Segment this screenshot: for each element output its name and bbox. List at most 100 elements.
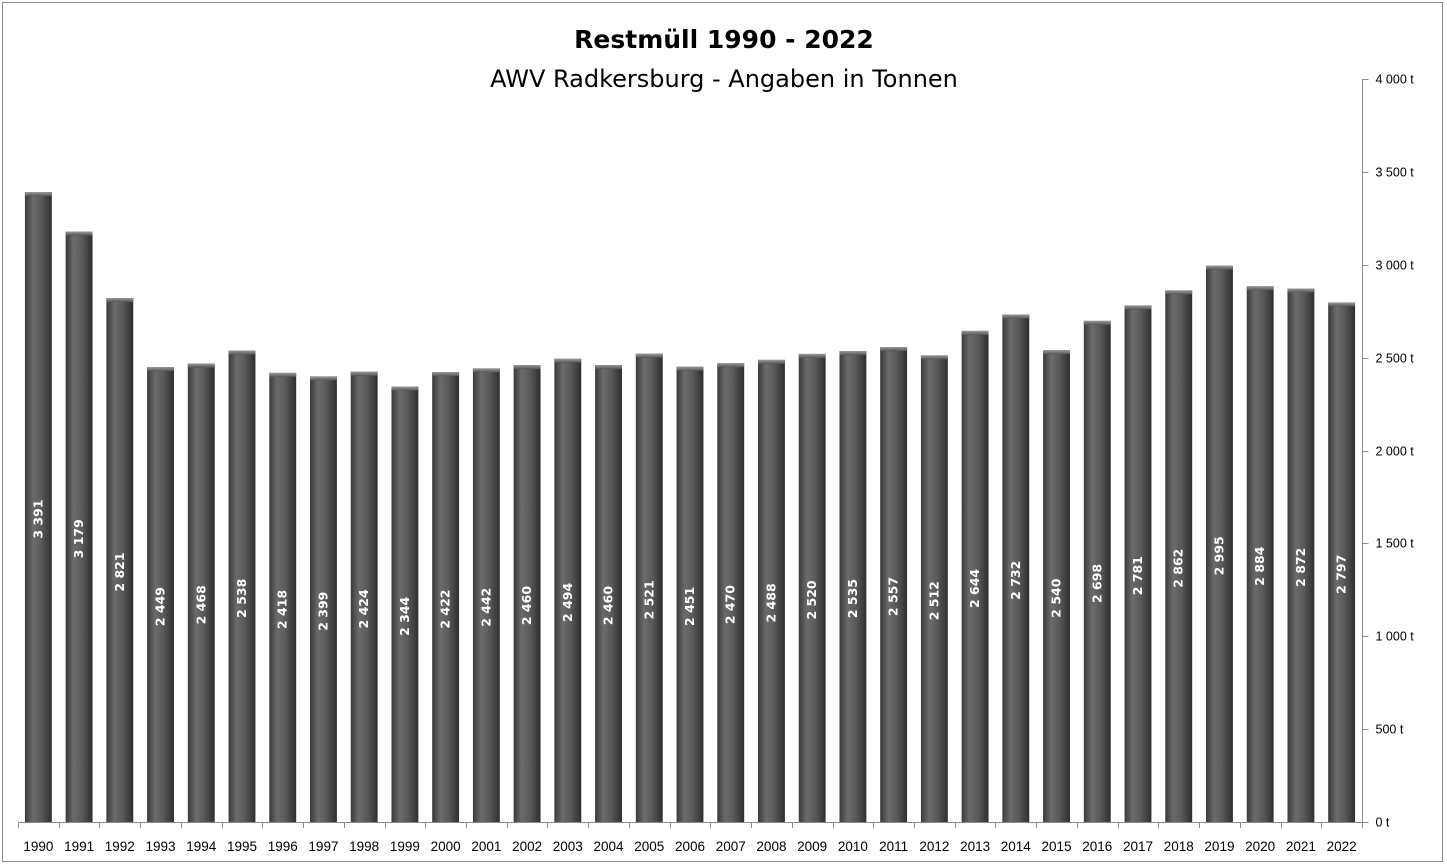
- data-label-2020: 2 884: [1252, 546, 1267, 585]
- x-tick-label-2014: 2014: [1001, 839, 1032, 854]
- x-tick-label-1994: 1994: [186, 839, 217, 854]
- bar-2004: [595, 365, 622, 822]
- data-label-1993: 2 449: [153, 587, 168, 626]
- bar-top-2010: [839, 351, 867, 356]
- bar-top-1996: [269, 372, 297, 377]
- bar-2014: [1002, 314, 1030, 822]
- data-label-2014: 2 732: [1008, 561, 1023, 600]
- x-tick-label-2005: 2005: [634, 839, 664, 854]
- bar-top-1990: [24, 192, 52, 197]
- data-label-1994: 2 468: [193, 585, 208, 624]
- bar-2001: [472, 368, 500, 822]
- x-tick-label-2009: 2009: [797, 839, 827, 854]
- x-tick-label-1995: 1995: [227, 839, 257, 854]
- bar-top-1999: [391, 386, 419, 391]
- bar-1993: [147, 367, 174, 822]
- bar-2012: [920, 355, 948, 822]
- data-label-2016: 2 698: [1089, 564, 1104, 603]
- bar-top-2003: [554, 358, 582, 363]
- bar-2017: [1124, 305, 1152, 822]
- x-tick-label-2012: 2012: [919, 839, 949, 854]
- bar-top-2005: [635, 353, 663, 358]
- x-tick-label-2020: 2020: [1245, 839, 1275, 854]
- bar-2019: [1206, 265, 1233, 823]
- data-label-2002: 2 460: [519, 586, 534, 625]
- data-label-1996: 2 418: [275, 590, 290, 629]
- bar-1998: [350, 371, 378, 822]
- bar-top-2007: [717, 363, 745, 368]
- x-tick-label-2015: 2015: [1042, 839, 1072, 854]
- x-axis: 1990 1991 1992 1993 1994 1995 1996 1997 1998 1999…: [18, 822, 1363, 854]
- bar-2015: [1043, 350, 1070, 822]
- bar-2002: [513, 365, 541, 822]
- bar-top-1991: [65, 231, 93, 236]
- bar-top-1998: [350, 371, 378, 376]
- bar-top-2000: [432, 372, 460, 377]
- x-tick-label-2006: 2006: [675, 839, 705, 854]
- bar-2021: [1287, 288, 1315, 822]
- bar-top-2006: [676, 366, 704, 371]
- bar-2007: [717, 363, 745, 822]
- bar-1990: [24, 192, 52, 822]
- x-tick-label-2013: 2013: [960, 839, 990, 854]
- bar-top-2017: [1124, 305, 1152, 310]
- x-tick-label-1990: 1990: [23, 839, 53, 854]
- data-label-2006: 2 451: [682, 587, 697, 626]
- y-tick-label-2500: 2 500 t: [1376, 352, 1415, 366]
- x-tick-label-2004: 2004: [594, 839, 625, 854]
- y-axis: 0 t 500 t 1 000 t 1 500 t 2 000 t 2 500 t 3 00…: [1362, 73, 1415, 830]
- bar-top-2018: [1165, 290, 1193, 295]
- data-label-1990: 3 391: [30, 499, 45, 538]
- bar-2006: [676, 366, 704, 822]
- data-label-2021: 2 872: [1293, 548, 1308, 587]
- chart-subtitle: AWV Radkersburg - Angaben in Tonnen: [490, 65, 958, 93]
- bar-top-2015: [1043, 350, 1070, 355]
- data-label-1991: 3 179: [71, 519, 86, 558]
- data-label-2022: 2 797: [1334, 555, 1349, 594]
- x-tick-label-1998: 1998: [349, 839, 379, 854]
- x-tick-label-2022: 2022: [1327, 839, 1357, 854]
- x-tick-label-2016: 2016: [1082, 839, 1112, 854]
- data-label-2004: 2 460: [601, 586, 616, 625]
- bar-2009: [798, 353, 826, 822]
- bar-top-2013: [961, 330, 989, 335]
- bar-top-2008: [758, 359, 785, 364]
- bar-1991: [65, 231, 93, 823]
- bar-top-2022: [1328, 302, 1356, 307]
- data-label-2000: 2 422: [438, 589, 453, 628]
- data-label-1995: 2 538: [234, 579, 249, 618]
- bar-top-2020: [1246, 286, 1274, 291]
- x-tick-label-2018: 2018: [1164, 839, 1194, 854]
- x-tick-label-2021: 2021: [1286, 839, 1316, 854]
- x-tick-label-2001: 2001: [471, 839, 501, 854]
- data-label-2007: 2 470: [723, 585, 738, 624]
- x-tick-label-2017: 2017: [1123, 839, 1153, 854]
- bar-2008: [758, 359, 785, 822]
- data-label-2005: 2 521: [641, 580, 656, 619]
- x-tick-label-1999: 1999: [390, 839, 420, 854]
- data-label-2008: 2 488: [763, 583, 778, 622]
- x-tick-label-2019: 2019: [1204, 839, 1234, 854]
- bar-1994: [187, 363, 215, 822]
- data-label-2017: 2 781: [1130, 556, 1145, 595]
- data-label-2012: 2 512: [926, 581, 941, 620]
- bar-2005: [635, 353, 663, 822]
- bar-2010: [839, 351, 867, 822]
- bars-group: [24, 192, 1356, 823]
- bar-top-1995: [228, 350, 256, 355]
- x-tick-label-2010: 2010: [838, 839, 868, 854]
- bar-2016: [1083, 320, 1111, 822]
- x-tick-label-1997: 1997: [308, 839, 338, 854]
- y-tick-label-500: 500 t: [1376, 723, 1404, 737]
- y-tick-label-3500: 3 500 t: [1376, 166, 1415, 180]
- data-label-1998: 2 424: [356, 589, 371, 628]
- y-tick-label-2000: 2 000 t: [1376, 445, 1415, 459]
- bar-1992: [106, 297, 134, 822]
- y-tick-label-1000: 1 000 t: [1376, 630, 1415, 644]
- data-label-2011: 2 557: [886, 577, 901, 616]
- y-tick-label-3000: 3 000 t: [1376, 259, 1415, 273]
- bar-labels-group: 3 391 3 179 2 821 2 449 2 468 2 538 2 418 2 399…: [30, 499, 1348, 635]
- bar-top-2004: [595, 365, 622, 370]
- bar-top-2002: [513, 365, 541, 370]
- x-tick-label-2011: 2011: [879, 839, 908, 854]
